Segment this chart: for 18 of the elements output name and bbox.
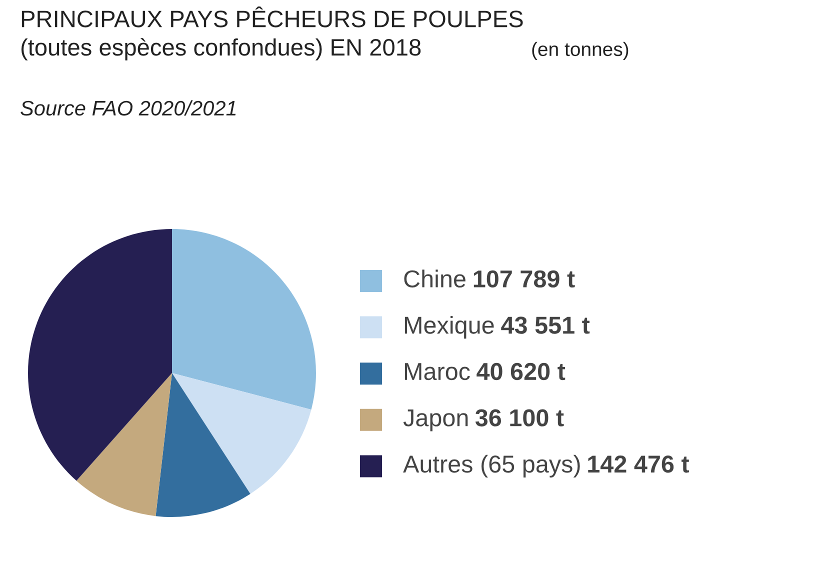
source-note: Source FAO 2020/2021: [20, 100, 236, 116]
data-label: 36 100 t: [475, 409, 564, 426]
pie-slice: [28, 229, 172, 481]
chart-title: PRINCIPAUX PAYS PÊCHEURS DE POULPES (toutes espèces confondues) EN 2018: [21, 6, 523, 60]
chart-subtitle: (en tonnes): [532, 42, 628, 60]
data-label: 107 789 t: [474, 270, 575, 288]
data-label: 40 620 t: [476, 362, 566, 380]
data-label: 142 476 t: [588, 456, 690, 473]
legend-label: Autres (65 pays): [403, 454, 580, 478]
legend-label: Japon: [403, 409, 468, 432]
pie-slice: [172, 229, 316, 410]
legend-label: Mexique: [404, 316, 494, 339]
data-label: 43 551 t: [501, 316, 590, 334]
legend-label: Chine: [404, 270, 466, 288]
pie-slice: [172, 373, 312, 494]
pie-slice: [156, 373, 250, 517]
pie-slice: [76, 373, 172, 516]
legend-label: Maroc: [404, 363, 470, 380]
